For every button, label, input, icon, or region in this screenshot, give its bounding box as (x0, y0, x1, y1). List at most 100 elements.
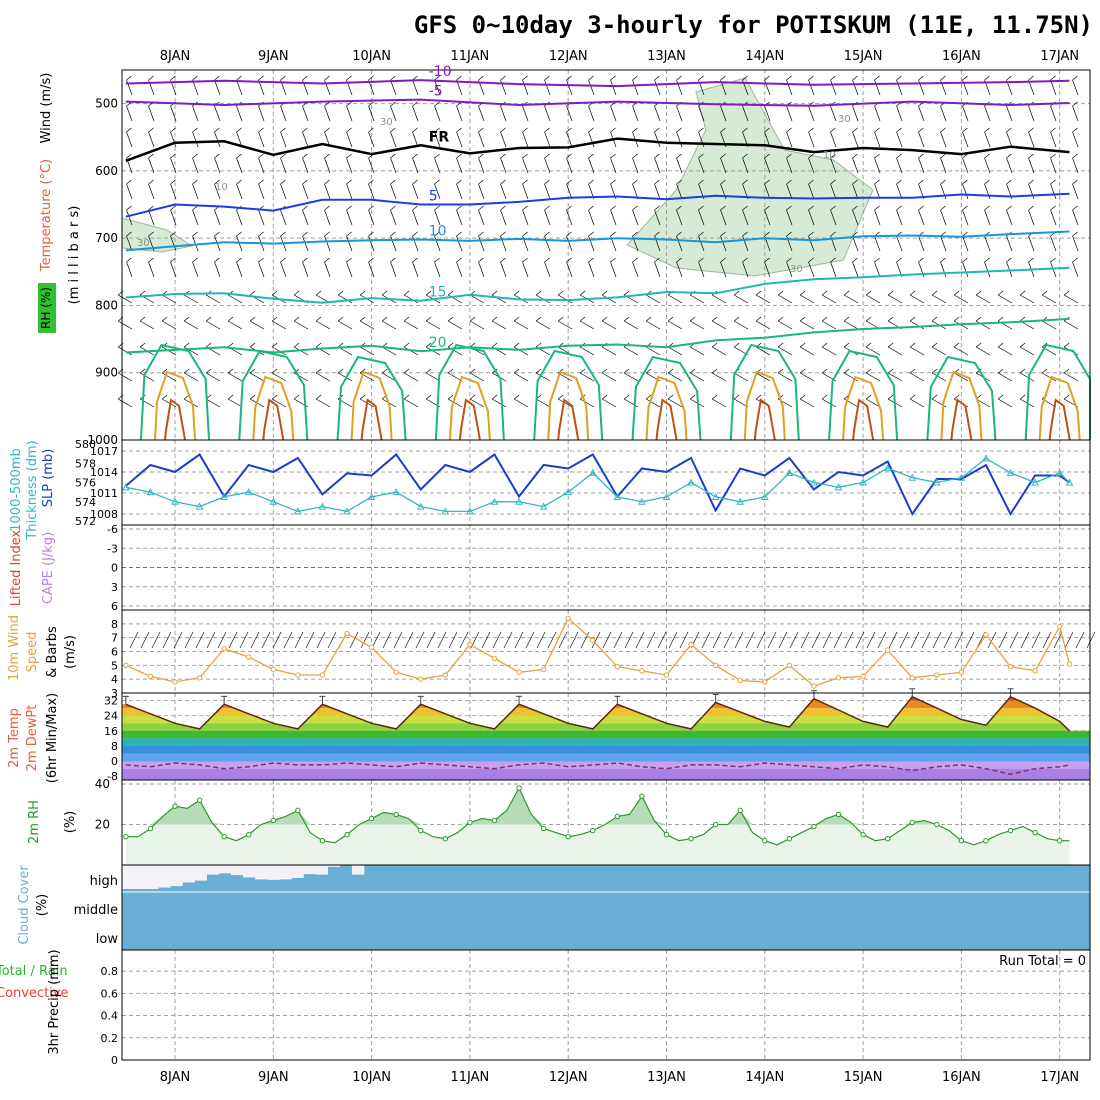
upper-wind-barb-flag (865, 394, 872, 400)
upper-wind-barb-flag (324, 101, 330, 107)
upper-wind-barb-flag (456, 127, 462, 133)
upper-wind-barb (456, 209, 463, 226)
upper-wind-barb-flag (566, 257, 572, 263)
upper-wind-barb-flag (271, 368, 278, 374)
isotherm-35-plume (655, 398, 678, 441)
surface-wind-barb (591, 631, 601, 649)
upper-wind-barb (1063, 372, 1079, 382)
upper-wind-barb (975, 398, 991, 408)
upper-wind-barb (852, 183, 859, 200)
temp-color-band (122, 715, 1090, 724)
upper-wind-barb (984, 261, 991, 278)
upper-wind-barb (280, 105, 287, 122)
upper-wind-barb-flag (491, 290, 498, 296)
upper-wind-barb-flag (249, 394, 256, 400)
upper-wind-barb-flag (522, 231, 528, 237)
upper-wind-barb (632, 261, 639, 278)
slp-tick-label: 1014 (90, 466, 118, 479)
upper-wind-barb (667, 372, 683, 382)
wind-speed-point (147, 673, 154, 680)
wind-speed-point (295, 672, 301, 678)
upper-wind-barb (786, 261, 793, 278)
upper-wind-barb-flag (557, 368, 564, 374)
upper-wind-barb (799, 346, 815, 356)
temp-color-band (122, 761, 1090, 769)
upper-wind-barb-flag (434, 179, 440, 185)
upper-wind-barb-flag (821, 342, 828, 348)
upper-wind-barb-flag (566, 231, 572, 237)
upper-wind-barb-flag (412, 205, 418, 211)
cloud-clear-bar (255, 865, 268, 880)
upper-wind-barb-flag (566, 153, 572, 159)
upper-wind-barb-flag (214, 75, 220, 81)
cloud-level-label: high (90, 874, 118, 889)
wind-tick-label: 6 (111, 646, 118, 659)
upper-wind-barb-flag (315, 316, 322, 322)
label-barbs: & Barbs (45, 626, 60, 678)
upper-wind-barb (1063, 320, 1079, 330)
upper-wind-barb-flag (544, 205, 550, 211)
upper-wind-barb-flag (500, 153, 506, 159)
upper-wind-barb (698, 261, 705, 278)
upper-wind-barb (645, 398, 661, 408)
upper-wind-barb-flag (214, 257, 220, 263)
upper-wind-barb-flag (808, 231, 814, 237)
upper-wind-barb-flag (689, 316, 696, 322)
upper-wind-barb (214, 209, 221, 226)
upper-wind-barb (324, 235, 331, 252)
upper-wind-barb-flag (302, 75, 308, 81)
thickness-point (613, 492, 622, 500)
upper-wind-barb-flag (830, 231, 836, 237)
upper-wind-barb-flag (654, 231, 660, 237)
upper-wind-barb-flag (139, 342, 146, 348)
cloud-clear-bar (303, 865, 316, 875)
upper-wind-barb (324, 209, 331, 226)
surface-wind-barb (756, 631, 766, 649)
isotherm-35-plume (262, 398, 285, 441)
upper-wind-barb-flag (962, 231, 968, 237)
upper-wind-barb-flag (271, 290, 278, 296)
thickness-point (1006, 468, 1015, 476)
upper-wind-barb-flag (931, 368, 938, 374)
upper-wind-barb (412, 157, 419, 174)
upper-wind-barb-flag (126, 127, 132, 133)
upper-wind-barb (821, 294, 837, 304)
isotherm-25-plume (1024, 343, 1091, 441)
upper-wind-barb (249, 372, 265, 382)
upper-wind-barb-flag (623, 316, 630, 322)
surface-wind-barb (162, 631, 172, 649)
upper-wind-barb (808, 235, 815, 252)
upper-wind-barb-flag (1006, 75, 1012, 81)
upper-wind-barb-flag (940, 127, 946, 133)
upper-wind-barb-flag (874, 205, 880, 211)
upper-wind-barb (346, 105, 353, 122)
upper-wind-barb (799, 398, 815, 408)
upper-wind-barb-flag (161, 368, 168, 374)
upper-wind-barb-flag (412, 101, 418, 107)
wind-speed-point (1032, 668, 1038, 674)
isotherm-30-plume (940, 370, 983, 441)
upper-wind-barb-flag (909, 394, 916, 400)
upper-wind-barb (1041, 294, 1057, 304)
upper-wind-barb (601, 320, 617, 330)
upper-wind-barb (808, 79, 815, 96)
upper-wind-barb-flag (1028, 257, 1034, 263)
upper-wind-barb-flag (249, 316, 256, 322)
upper-wind-barb-flag (170, 257, 176, 263)
upper-wind-barb (302, 105, 309, 122)
upper-wind-barb-flag (821, 316, 828, 322)
upper-wind-barb-flag (126, 231, 132, 237)
upper-wind-barb (909, 346, 925, 356)
slp-line (125, 453, 1071, 517)
upper-wind-barb (786, 157, 793, 174)
thickness-point (343, 507, 351, 515)
upper-wind-barb-flag (390, 231, 396, 237)
upper-wind-barb-flag (843, 342, 850, 348)
rh-shaded-region (626, 77, 874, 277)
thickness-point (957, 473, 966, 481)
upper-wind-barb-flag (799, 316, 806, 322)
upper-wind-barb-flag (535, 368, 542, 374)
upper-wind-barb-flag (733, 316, 740, 322)
upper-wind-barb-flag (214, 153, 220, 159)
upper-wind-barb-flag (214, 231, 220, 237)
